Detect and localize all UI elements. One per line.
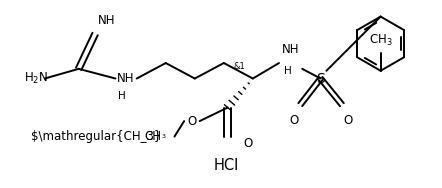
Text: O: O (187, 115, 197, 128)
Text: NH: NH (118, 72, 135, 85)
Text: NH: NH (98, 14, 115, 27)
Text: $\mathregular{CH_3}: $\mathregular{CH_3} (30, 130, 161, 143)
Text: H: H (118, 91, 126, 101)
Text: H: H (284, 66, 292, 76)
Text: $_3$: $_3$ (161, 132, 167, 141)
Text: S: S (316, 71, 325, 86)
Text: $\mathregular{H_2N}$: $\mathregular{H_2N}$ (24, 71, 49, 86)
Text: CH: CH (144, 130, 161, 143)
Text: $\mathregular{CH_3}$: $\mathregular{CH_3}$ (369, 33, 392, 48)
Text: &1: &1 (233, 62, 245, 71)
Text: HCl: HCl (214, 158, 240, 173)
Text: O: O (290, 114, 299, 127)
Text: NH: NH (282, 43, 299, 56)
Text: O: O (243, 137, 252, 150)
Text: O: O (343, 114, 352, 127)
